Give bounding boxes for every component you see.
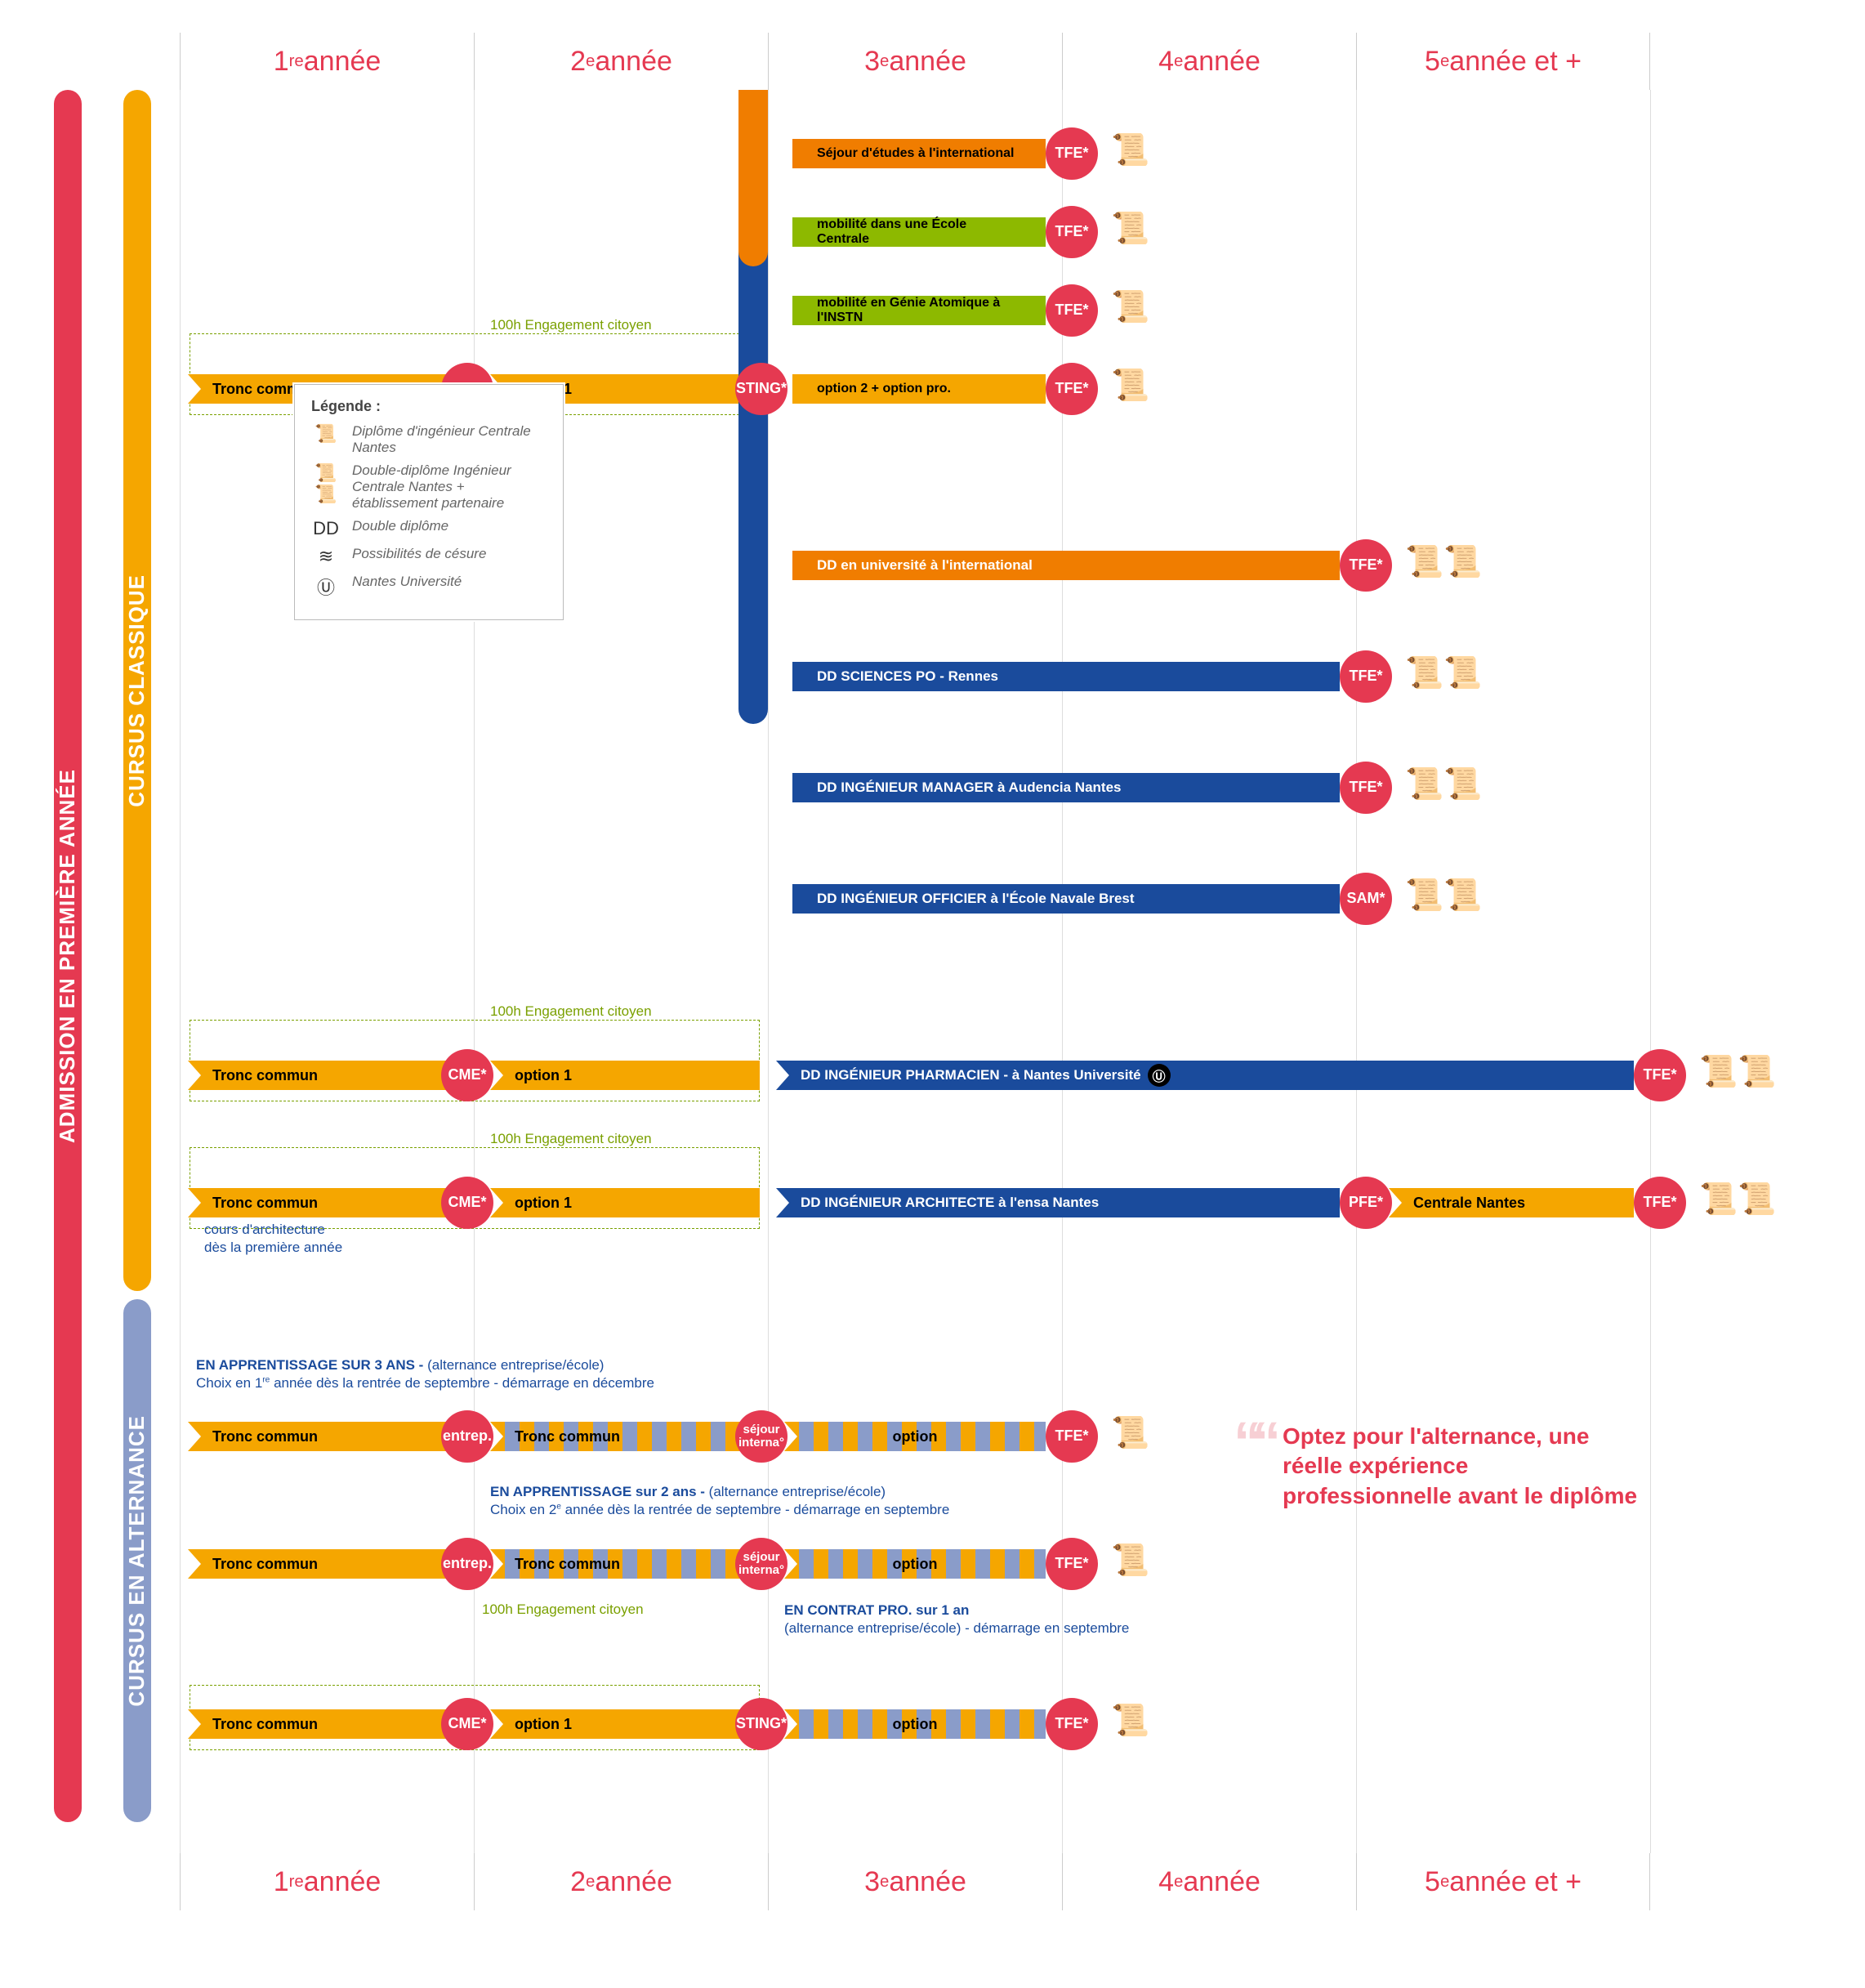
badge-pfe: PFE* bbox=[1340, 1177, 1392, 1229]
year-3-b: 3e année bbox=[768, 1853, 1062, 1910]
badge-tfe-3: TFE* bbox=[1046, 284, 1098, 337]
seg-tronc-alt3: Tronc commun bbox=[188, 1709, 457, 1739]
year-5: 5e année et + bbox=[1356, 33, 1650, 90]
badge-entrep-1: entrep. bbox=[441, 1410, 493, 1463]
seg-tronc-alt2: Tronc commun bbox=[188, 1549, 457, 1579]
year-1-b: 1re année bbox=[180, 1853, 474, 1910]
badge-tfe-9: TFE* bbox=[1634, 1177, 1686, 1229]
badge-sam: SAM* bbox=[1340, 873, 1392, 925]
year-headers-top: 1re année 2e année 3e année 4e année 5e … bbox=[180, 33, 1830, 90]
seg-option-alt2: option bbox=[784, 1549, 1046, 1579]
note-engagement-4: 100h Engagement citoyen bbox=[482, 1602, 644, 1618]
badge-tfe-4: TFE* bbox=[1046, 363, 1098, 415]
badge-sejour-2: séjour interna° bbox=[735, 1538, 787, 1590]
badge-cme-3: CME* bbox=[441, 1177, 493, 1229]
rail-admission: ADMISSION EN PREMIÈRE ANNÉE bbox=[33, 90, 102, 1853]
badge-tfe-8: TFE* bbox=[1634, 1049, 1686, 1101]
badge-tfe-2: TFE* bbox=[1046, 206, 1098, 258]
badge-tfe-6: TFE* bbox=[1340, 650, 1392, 703]
badge-tfe-1: TFE* bbox=[1046, 127, 1098, 180]
year-4: 4e année bbox=[1062, 33, 1356, 90]
rail-admission-label: ADMISSION EN PREMIÈRE ANNÉE bbox=[55, 769, 80, 1143]
year-2: 2e année bbox=[474, 33, 768, 90]
diploma-icon bbox=[1111, 1415, 1149, 1451]
year-headers-bottom: 1re année 2e année 3e année 4e année 5e … bbox=[180, 1853, 1830, 1910]
diagram-root: 1re année 2e année 3e année 4e année 5e … bbox=[33, 33, 1830, 1910]
legend-box: Légende : 📜Diplôme d'ingénieur Centrale … bbox=[294, 384, 564, 620]
note-app3: EN APPRENTISSAGE SUR 3 ANS - (alternance… bbox=[196, 1356, 654, 1392]
rail-alternance-label: CURSUS EN ALTERNANCE bbox=[124, 1415, 149, 1707]
year-4-b: 4e année bbox=[1062, 1853, 1356, 1910]
badge-tfe-alt3: TFE* bbox=[1046, 1698, 1098, 1750]
diploma-icon bbox=[1111, 1543, 1149, 1579]
rail-classique-label: CURSUS CLASSIQUE bbox=[124, 574, 149, 807]
seg-option1-alt: option 1 bbox=[490, 1709, 760, 1739]
seg-tronc-alt1: Tronc commun bbox=[188, 1422, 457, 1451]
quote-alternance: Optez pour l'alternance, une réelle expé… bbox=[1283, 1422, 1642, 1511]
seg-option-alt3: option bbox=[784, 1709, 1046, 1739]
badge-cme-alt: CME* bbox=[441, 1698, 493, 1750]
badge-tfe-5: TFE* bbox=[1340, 539, 1392, 592]
badge-sejour-1: séjour interna° bbox=[735, 1410, 787, 1463]
rail-cursus: CURSUS CLASSIQUE CURSUS EN ALTERNANCE bbox=[102, 90, 172, 1853]
content-area: Séjour d'études à l'international TFE* m… bbox=[172, 90, 1830, 1853]
badge-tfe-alt1: TFE* bbox=[1046, 1410, 1098, 1463]
year-3: 3e année bbox=[768, 33, 1062, 90]
legend-title: Légende : bbox=[311, 398, 547, 415]
badge-sting-alt: STING* bbox=[735, 1698, 787, 1750]
note-app2: EN APPRENTISSAGE sur 2 ans - (alternance… bbox=[490, 1483, 949, 1519]
note-cp: EN CONTRAT PRO. sur 1 an(alternance entr… bbox=[784, 1602, 1129, 1637]
seg-option-alt1: option bbox=[784, 1422, 1046, 1451]
badge-tfe-alt2: TFE* bbox=[1046, 1538, 1098, 1590]
badge-tfe-7: TFE* bbox=[1340, 762, 1392, 814]
year-5-b: 5e année et + bbox=[1356, 1853, 1650, 1910]
seg-tronc-striped-2: Tronc commun bbox=[490, 1549, 760, 1579]
badge-sting-1: STING* bbox=[735, 363, 787, 415]
year-2-b: 2e année bbox=[474, 1853, 768, 1910]
year-1: 1re année bbox=[180, 33, 474, 90]
diploma-icon bbox=[1111, 1703, 1149, 1739]
badge-cme-2: CME* bbox=[441, 1049, 493, 1101]
badge-entrep-2: entrep. bbox=[441, 1538, 493, 1590]
seg-tronc-striped-1: Tronc commun bbox=[490, 1422, 760, 1451]
